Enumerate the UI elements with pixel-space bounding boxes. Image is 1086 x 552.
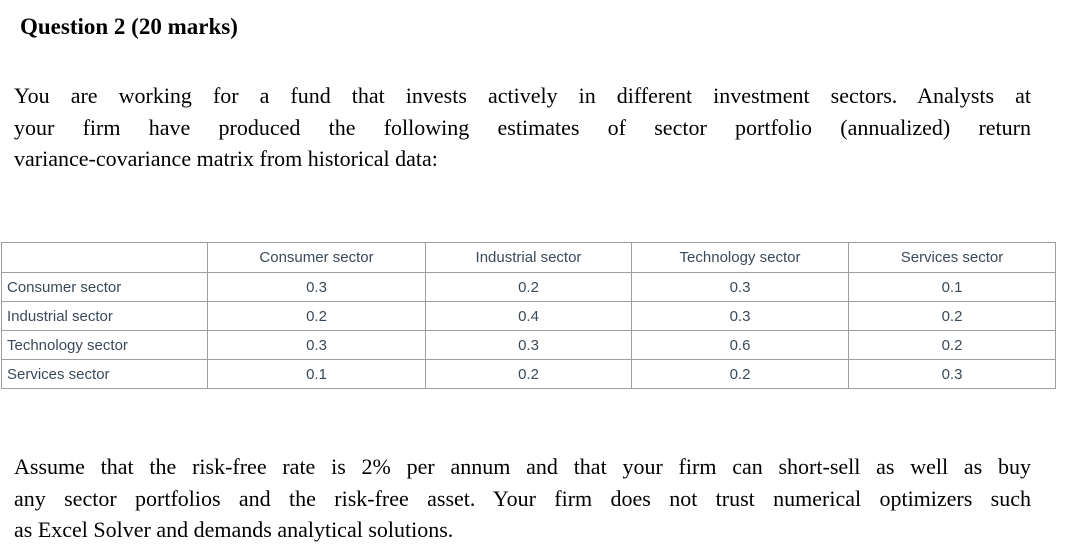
covariance-value-cell: 0.3 bbox=[848, 359, 1056, 389]
covariance-table-body: Consumer sector 0.3 0.2 0.3 0.1 Industrial se… bbox=[1, 272, 1056, 389]
covariance-value-cell: 0.1 bbox=[848, 272, 1056, 302]
text-line: as Excel Solver and demands analytical s… bbox=[14, 517, 454, 542]
covariance-value-cell: 0.3 bbox=[425, 330, 632, 360]
row-header: Industrial sector bbox=[1, 301, 208, 331]
assumptions-paragraph: Assume that the risk-free rate is 2% per… bbox=[14, 451, 1031, 546]
covariance-value-cell: 0.3 bbox=[631, 301, 849, 331]
column-header: Services sector bbox=[848, 242, 1056, 273]
covariance-value-cell: 0.2 bbox=[848, 301, 1056, 331]
text-line: your firm have produced the following es… bbox=[14, 114, 1031, 140]
table-header-row: Consumer sector Industrial sector Technolo… bbox=[1, 242, 1056, 273]
column-header: Industrial sector bbox=[425, 242, 632, 273]
intro-paragraph: You are working for a fund that invests … bbox=[14, 80, 1031, 175]
text-line: any sector portfolios and the risk-free … bbox=[14, 485, 1031, 511]
covariance-value-cell: 0.1 bbox=[207, 359, 426, 389]
covariance-value-cell: 0.3 bbox=[207, 330, 426, 360]
covariance-value-cell: 0.2 bbox=[425, 272, 632, 302]
covariance-value-cell: 0.2 bbox=[848, 330, 1056, 360]
table-row: Consumer sector 0.3 0.2 0.3 0.1 bbox=[1, 272, 1056, 302]
question-heading: Question 2 (20 marks) bbox=[20, 14, 238, 39]
column-header: Technology sector bbox=[631, 242, 849, 273]
corner-header-cell bbox=[1, 242, 208, 273]
text-line: Assume that the risk-free rate is 2% per… bbox=[14, 454, 1031, 479]
table-row: Services sector 0.1 0.2 0.2 0.3 bbox=[1, 359, 1056, 389]
covariance-value-cell: 0.2 bbox=[207, 301, 426, 331]
row-header: Services sector bbox=[1, 359, 208, 389]
covariance-value-cell: 0.6 bbox=[631, 330, 849, 360]
text-line: variance-covariance matrix from historic… bbox=[14, 146, 438, 171]
covariance-value-cell: 0.3 bbox=[207, 272, 426, 302]
table-row: Technology sector 0.3 0.3 0.6 0.2 bbox=[1, 330, 1056, 360]
covariance-value-cell: 0.4 bbox=[425, 301, 632, 331]
column-header: Consumer sector bbox=[207, 242, 426, 273]
text-line: You are working for a fund that invests … bbox=[14, 83, 1031, 108]
covariance-value-cell: 0.2 bbox=[425, 359, 632, 389]
row-header: Technology sector bbox=[1, 330, 208, 360]
covariance-matrix-table: Consumer sector Industrial sector Technolo… bbox=[1, 242, 1056, 389]
covariance-table-header: Consumer sector Industrial sector Technolo… bbox=[1, 242, 1056, 273]
covariance-value-cell: 0.3 bbox=[631, 272, 849, 302]
covariance-value-cell: 0.2 bbox=[631, 359, 849, 389]
table-row: Industrial sector 0.2 0.4 0.3 0.2 bbox=[1, 301, 1056, 331]
row-header: Consumer sector bbox=[1, 272, 208, 302]
